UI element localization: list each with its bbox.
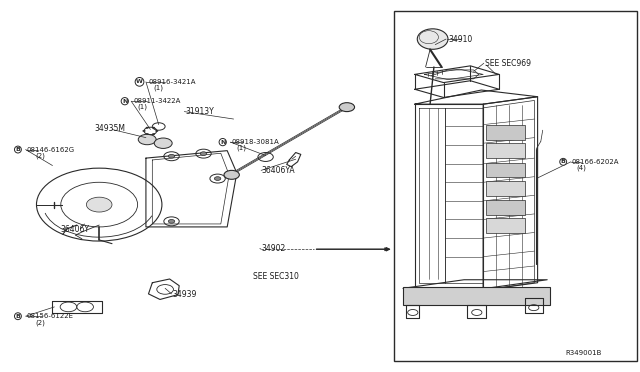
Text: 36406YA: 36406YA xyxy=(261,166,295,175)
Text: B: B xyxy=(15,314,20,319)
Circle shape xyxy=(143,130,145,132)
Text: 08916-3421A: 08916-3421A xyxy=(148,79,196,85)
Bar xyxy=(486,163,525,177)
Circle shape xyxy=(146,127,148,128)
Circle shape xyxy=(146,134,148,135)
Text: 08156-6122E: 08156-6122E xyxy=(27,313,74,319)
Bar xyxy=(486,181,525,196)
Text: R349001B: R349001B xyxy=(565,350,602,356)
Circle shape xyxy=(86,197,112,212)
Text: SEE SEC310: SEE SEC310 xyxy=(253,272,299,280)
Text: 36406Y: 36406Y xyxy=(61,225,90,234)
Text: (2): (2) xyxy=(35,319,45,326)
Text: (1): (1) xyxy=(138,103,148,110)
Text: N: N xyxy=(122,99,127,104)
Bar xyxy=(486,218,525,233)
Text: 08911-3422A: 08911-3422A xyxy=(133,98,180,104)
Text: N: N xyxy=(220,140,225,145)
Circle shape xyxy=(152,134,155,135)
Circle shape xyxy=(168,219,175,223)
Text: (1): (1) xyxy=(154,84,164,91)
Circle shape xyxy=(214,177,221,180)
Text: B: B xyxy=(561,159,566,164)
Text: 31913Y: 31913Y xyxy=(186,107,214,116)
Bar xyxy=(486,125,525,140)
Circle shape xyxy=(156,130,158,132)
Bar xyxy=(394,11,637,361)
Text: 34939: 34939 xyxy=(173,290,197,299)
Text: SEE SEC969: SEE SEC969 xyxy=(485,59,531,68)
Text: 34902: 34902 xyxy=(261,244,285,253)
Bar xyxy=(486,143,525,158)
Bar xyxy=(486,200,525,215)
Circle shape xyxy=(154,138,172,148)
Text: 08146-6162G: 08146-6162G xyxy=(27,147,75,153)
Text: B: B xyxy=(15,147,20,152)
Text: 08918-3081A: 08918-3081A xyxy=(232,139,280,145)
Text: (4): (4) xyxy=(576,165,586,171)
Circle shape xyxy=(200,152,207,155)
Text: 34935M: 34935M xyxy=(95,124,125,133)
Circle shape xyxy=(152,127,155,128)
Text: (2): (2) xyxy=(35,152,45,159)
Text: (1): (1) xyxy=(237,144,247,151)
Text: 34910: 34910 xyxy=(448,35,472,44)
Circle shape xyxy=(138,134,156,145)
Text: W: W xyxy=(136,79,143,84)
Circle shape xyxy=(339,103,355,112)
Text: 08166-6202A: 08166-6202A xyxy=(572,159,619,165)
Circle shape xyxy=(168,154,175,158)
Bar xyxy=(403,287,550,305)
Ellipse shape xyxy=(417,29,448,49)
Circle shape xyxy=(224,170,239,179)
